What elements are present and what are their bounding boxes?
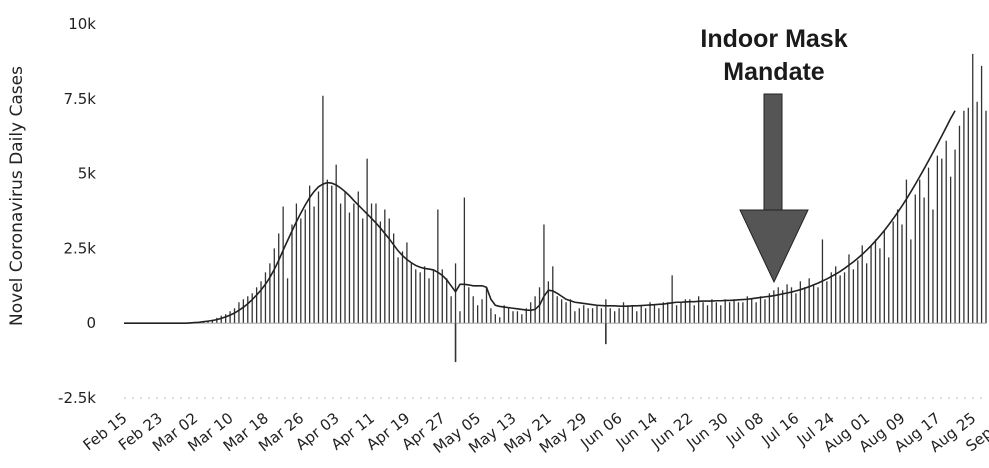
y-tick-label: -2.5k <box>58 389 96 407</box>
x-tick-label: Jul 16 <box>757 409 802 450</box>
y-tick-label: 10k <box>68 15 96 33</box>
y-axis-label: Novel Coronavirus Daily Cases <box>7 66 27 326</box>
bars <box>124 53 987 324</box>
annotation-line2: Mandate <box>723 58 825 86</box>
annotation-arrowhead <box>739 209 809 284</box>
y-tick-label: 0 <box>86 314 96 332</box>
y-ticks: 10k 7.5k 5k 2.5k 0 -2.5k <box>58 15 986 407</box>
annotation-arrow-shaft <box>763 93 783 211</box>
moving-average-line <box>124 110 956 324</box>
x-tick-label: Jul 08 <box>722 409 767 450</box>
y-tick-label: 7.5k <box>63 90 96 108</box>
negative-bars <box>454 323 607 363</box>
y-tick-label: 2.5k <box>63 239 96 257</box>
y-tick-label: 5k <box>78 165 97 183</box>
mask-mandate-annotation: Indoor Mask Mandate <box>700 25 848 284</box>
annotation-line1: Indoor Mask <box>700 25 847 53</box>
